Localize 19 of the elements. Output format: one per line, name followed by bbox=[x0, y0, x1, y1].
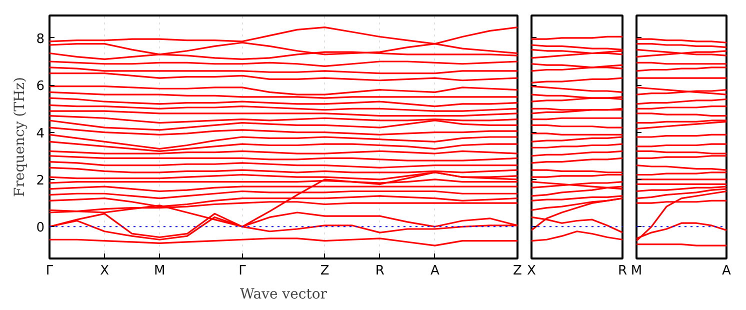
x-tick-label: M bbox=[154, 264, 166, 278]
x-tick-label: X bbox=[100, 264, 110, 278]
x-tick-label: R bbox=[375, 264, 384, 278]
x-axis-title: Wave vector bbox=[240, 286, 328, 302]
x-tick-label: Z bbox=[320, 264, 330, 278]
y-tick-label: 4 bbox=[36, 126, 45, 142]
y-tick-label: 2 bbox=[36, 173, 45, 188]
x-tick-label: R bbox=[618, 264, 628, 278]
x-tick-label: Γ bbox=[238, 264, 247, 278]
x-tick-label: A bbox=[722, 264, 732, 278]
x-tick-label: A bbox=[430, 264, 440, 278]
y-tick-label: 0 bbox=[36, 220, 45, 236]
x-tick-label: X bbox=[527, 264, 536, 278]
x-tick-label: Z bbox=[513, 264, 522, 278]
x-tick-label: M bbox=[630, 264, 642, 278]
x-tick-label: Γ bbox=[46, 264, 54, 278]
y-tick-label: 6 bbox=[36, 79, 45, 94]
y-tick-label: 8 bbox=[36, 32, 45, 47]
y-axis-title: Frequency (THz) bbox=[12, 76, 28, 198]
